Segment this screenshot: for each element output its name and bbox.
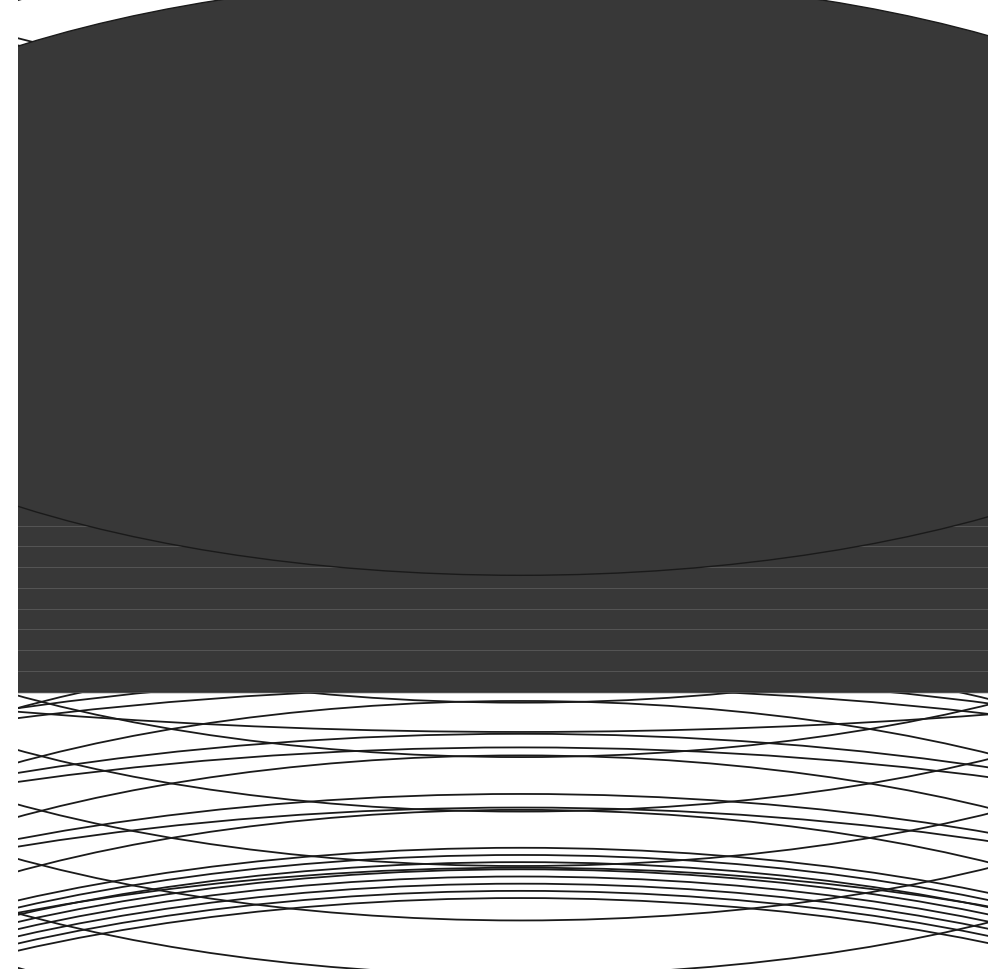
Ellipse shape [0, 0, 1006, 576]
Bar [0, 277, 1006, 692]
